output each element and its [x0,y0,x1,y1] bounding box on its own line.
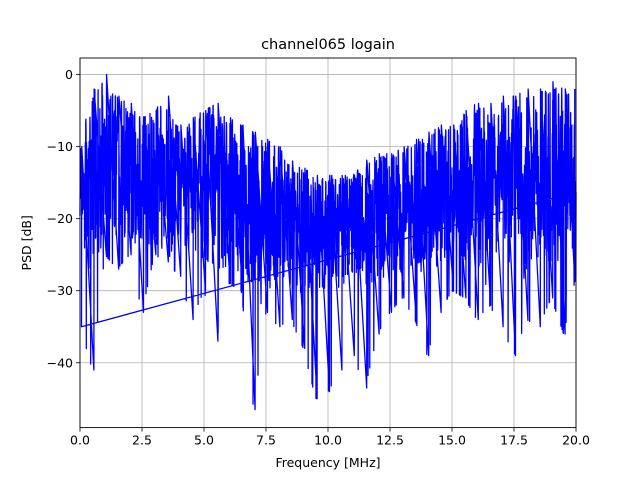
y-tick-label: −10 [47,139,73,154]
y-tick-label: −20 [47,211,73,226]
x-tick-label: 15.0 [438,433,466,448]
y-tick-label: 0 [65,67,73,82]
x-tick-label: 10.0 [314,433,342,448]
y-tick-label: −30 [47,283,73,298]
y-tick-label: −40 [47,355,73,370]
plot-area [79,57,577,429]
x-tick-label: 0.0 [70,433,90,448]
series-line-psd [79,73,577,411]
x-axis: 0.0 2.5 5.0 7.5 10.0 12.5 15.0 17.5 20.0 [70,427,590,448]
x-tick-label: 7.5 [256,433,276,448]
y-axis: 0 −10 −20 −30 −40 [47,67,80,370]
x-axis-label: Frequency [MHz] [275,455,380,470]
x-tick-label: 17.5 [500,433,528,448]
y-axis-label: PSD [dB] [19,215,34,270]
series-group [79,73,577,411]
chart-title: channel065 logain [261,37,395,53]
x-tick-label: 20.0 [562,433,590,448]
x-tick-label: 12.5 [376,433,404,448]
x-tick-label: 2.5 [132,433,152,448]
x-tick-label: 5.0 [194,433,214,448]
